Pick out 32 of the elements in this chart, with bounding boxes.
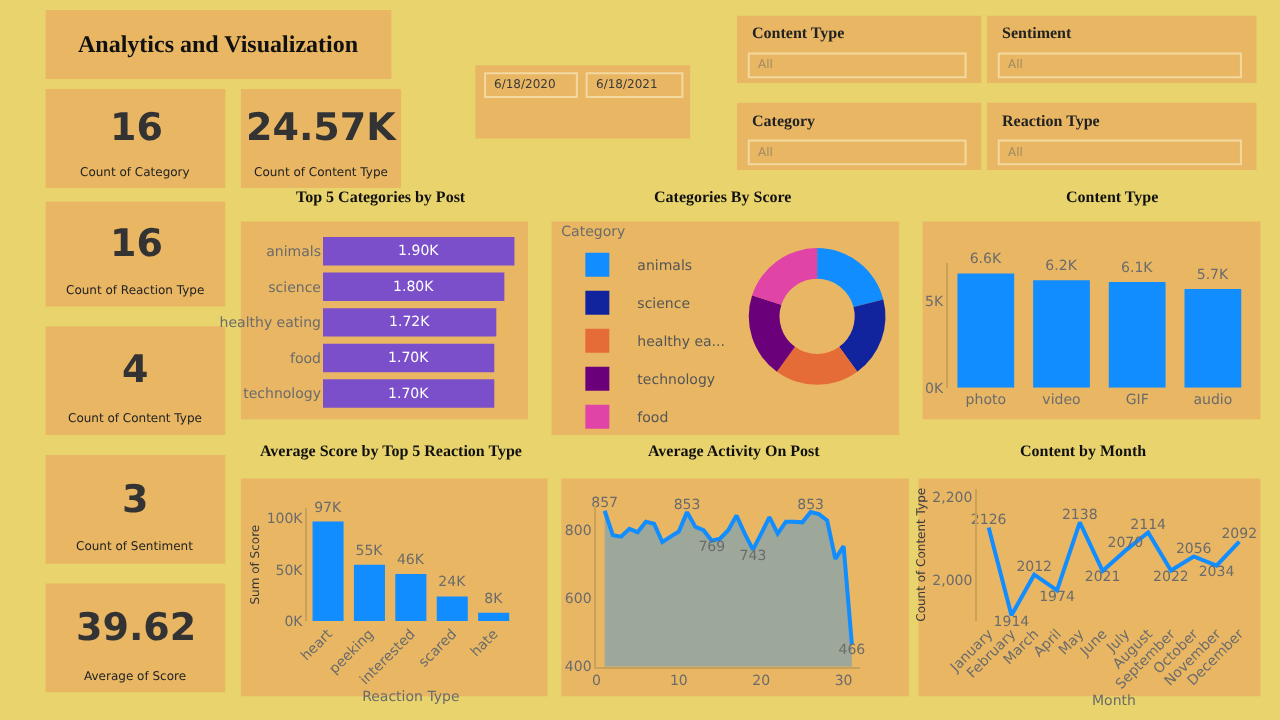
chart-title: Average Activity On Post — [648, 442, 821, 460]
bar — [353, 564, 385, 622]
text: 3 — [122, 478, 149, 522]
chart-title: Average Score by Top 5 Reaction Type — [260, 442, 523, 460]
chart-title: Content Type — [1066, 188, 1160, 206]
donut-slice — [817, 248, 884, 308]
text: Content Type — [752, 24, 846, 42]
text: Analytics and Visualization — [78, 30, 359, 58]
bar — [322, 308, 497, 337]
bar — [322, 272, 505, 302]
donut-slice — [752, 248, 818, 305]
text: 4 — [122, 348, 149, 392]
text: 24.57K — [246, 106, 399, 150]
bar — [395, 573, 427, 622]
bar — [436, 596, 468, 622]
bar — [322, 343, 495, 373]
text: 39.62 — [76, 606, 197, 650]
donut-slice — [776, 346, 858, 385]
bar — [322, 379, 495, 408]
bar — [312, 521, 344, 622]
text: Reaction Type — [1002, 112, 1101, 130]
chart-title: Top 5 Categories by Post — [296, 188, 466, 206]
text: 16 — [110, 106, 163, 150]
bar — [322, 236, 515, 266]
donut-slice — [839, 299, 886, 372]
text: 16 — [110, 222, 163, 266]
text: Sentiment — [1002, 24, 1072, 42]
donut-slice — [748, 295, 796, 372]
chart-title: Content by Month — [1020, 442, 1148, 460]
chart-title: Categories By Score — [654, 188, 793, 206]
bar — [478, 612, 510, 622]
text: Category — [752, 112, 816, 130]
